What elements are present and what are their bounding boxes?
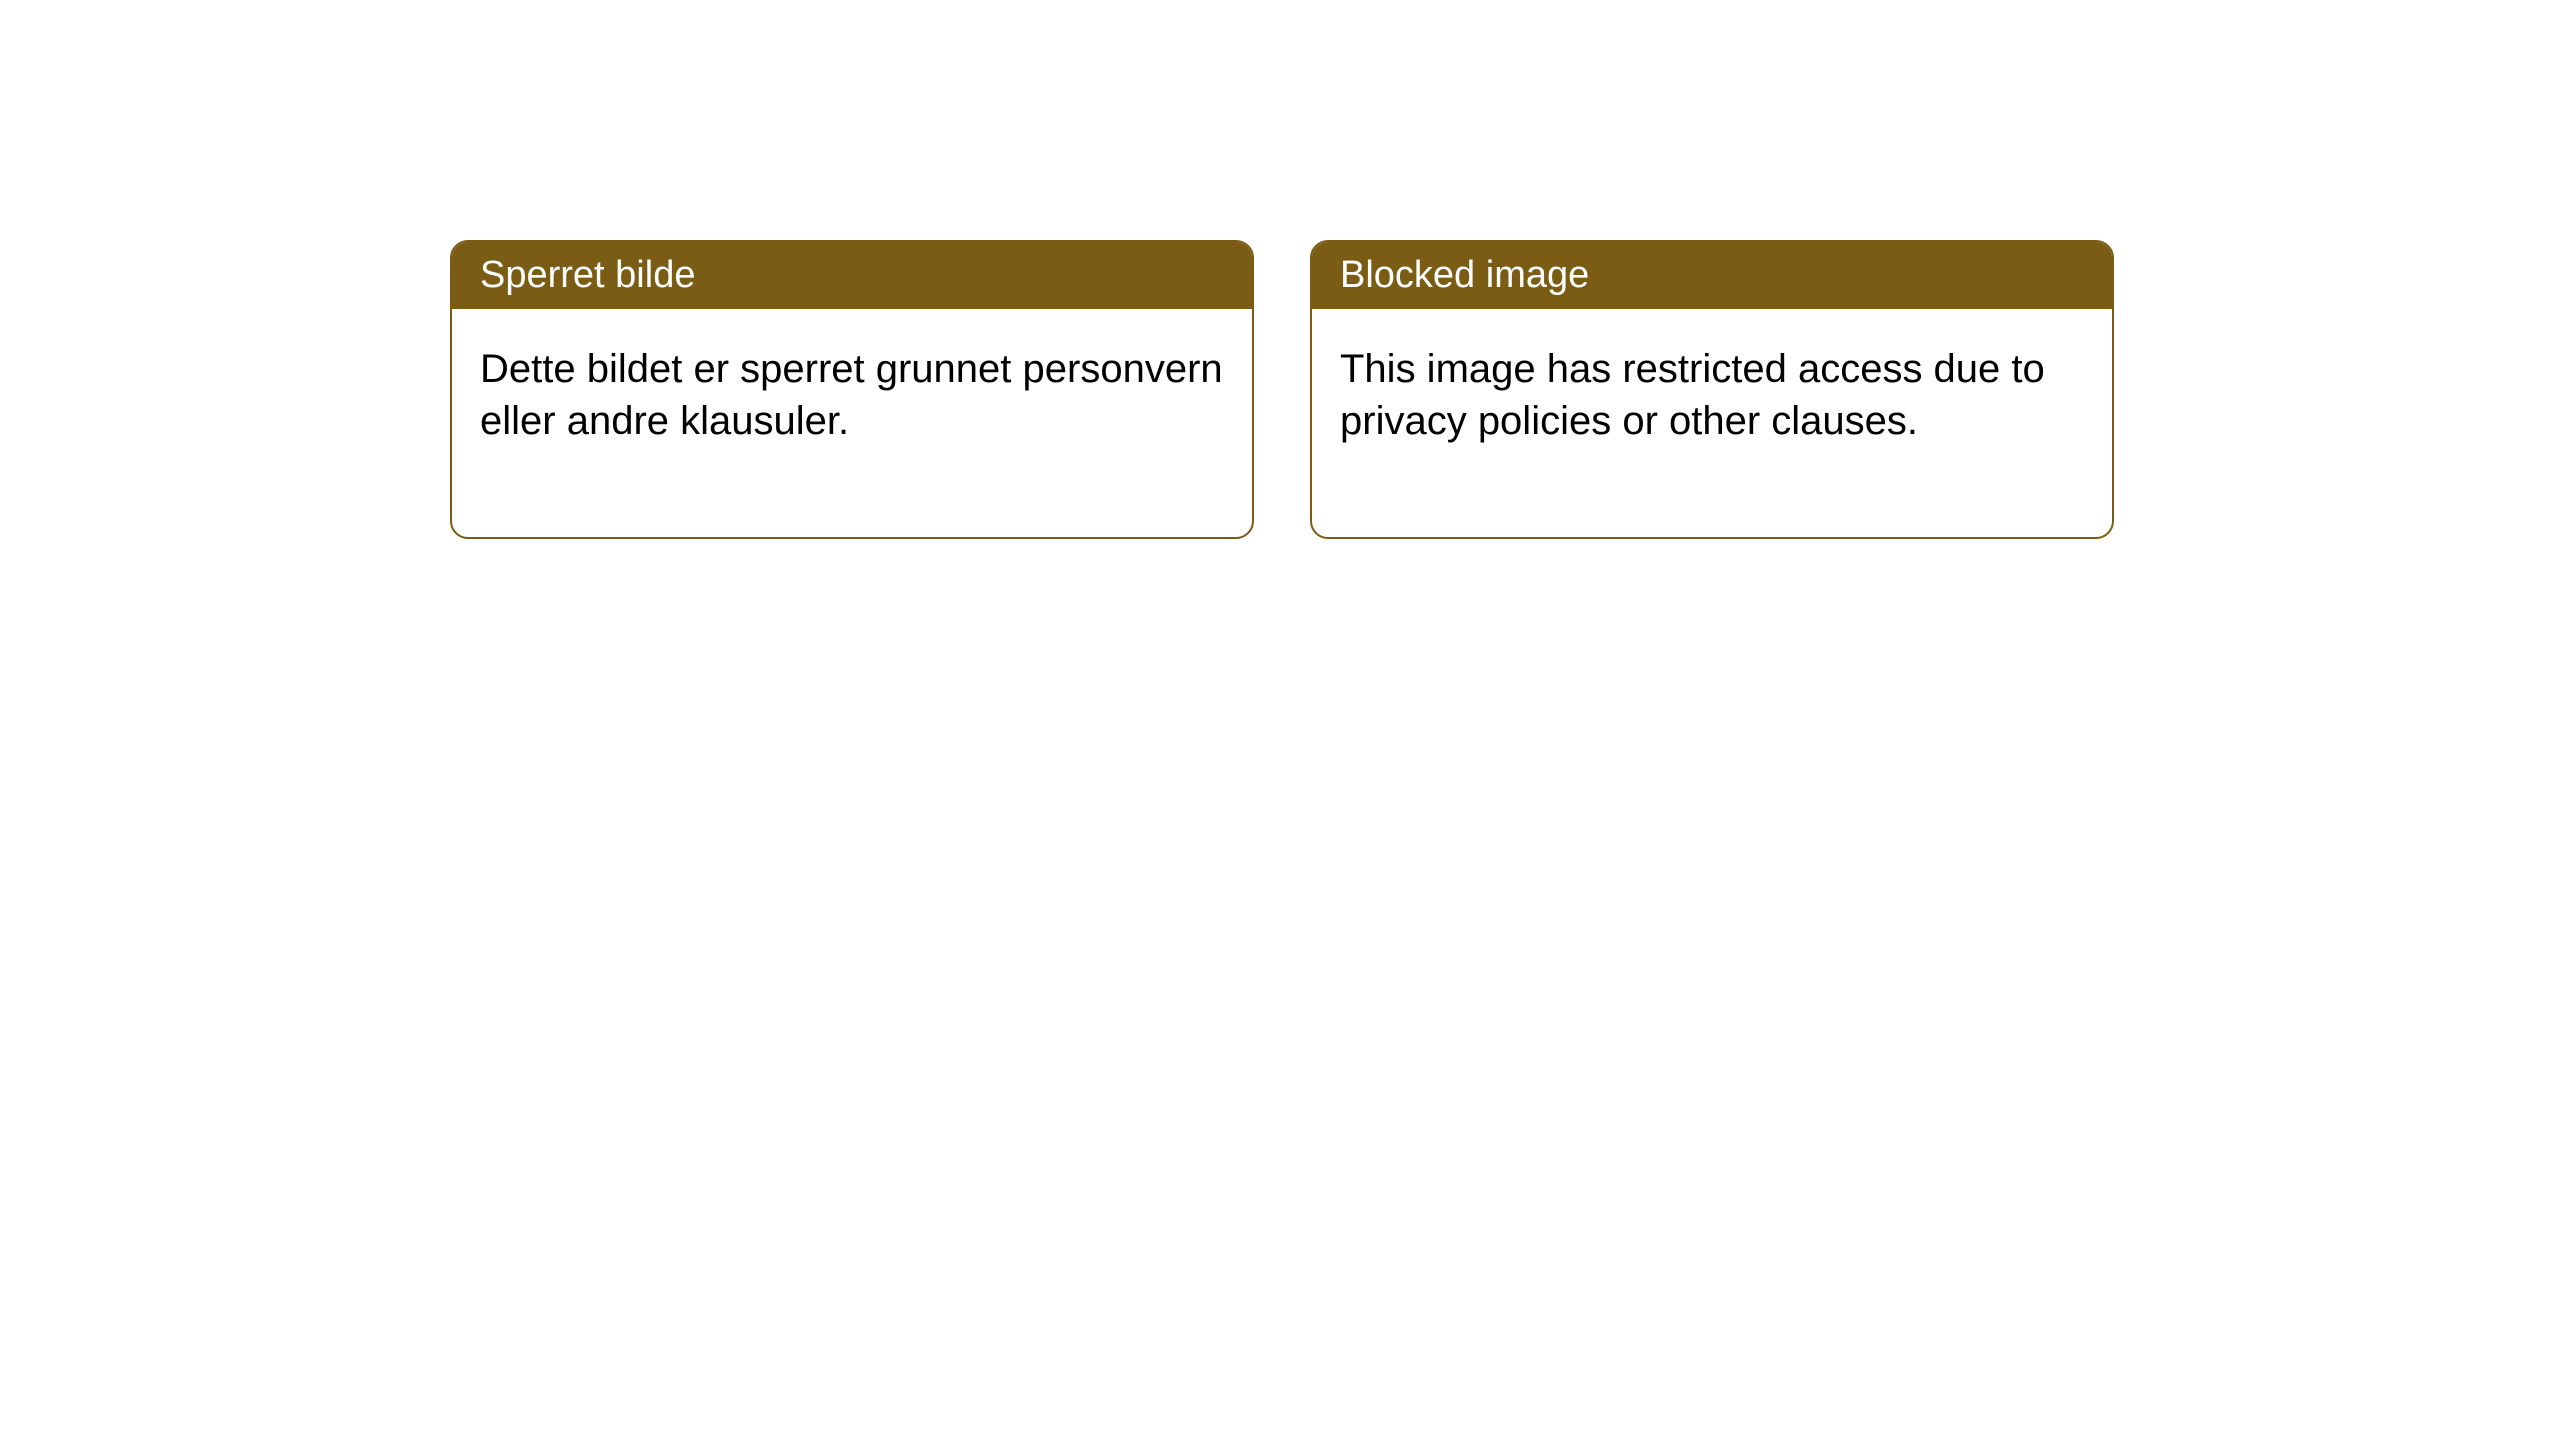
notice-card-english: Blocked image This image has restricted … — [1310, 240, 2114, 539]
notice-title: Sperret bilde — [480, 254, 695, 296]
notice-title: Blocked image — [1340, 254, 1589, 296]
notice-card-norwegian: Sperret bilde Dette bildet er sperret gr… — [450, 240, 1254, 539]
notice-body-text: This image has restricted access due to … — [1340, 347, 2045, 443]
notice-body: This image has restricted access due to … — [1312, 309, 2112, 537]
notice-body-text: Dette bildet er sperret grunnet personve… — [480, 347, 1223, 443]
notice-header: Blocked image — [1312, 242, 2112, 309]
notice-header: Sperret bilde — [452, 242, 1252, 309]
notice-body: Dette bildet er sperret grunnet personve… — [452, 309, 1252, 537]
notice-container: Sperret bilde Dette bildet er sperret gr… — [0, 0, 2560, 539]
